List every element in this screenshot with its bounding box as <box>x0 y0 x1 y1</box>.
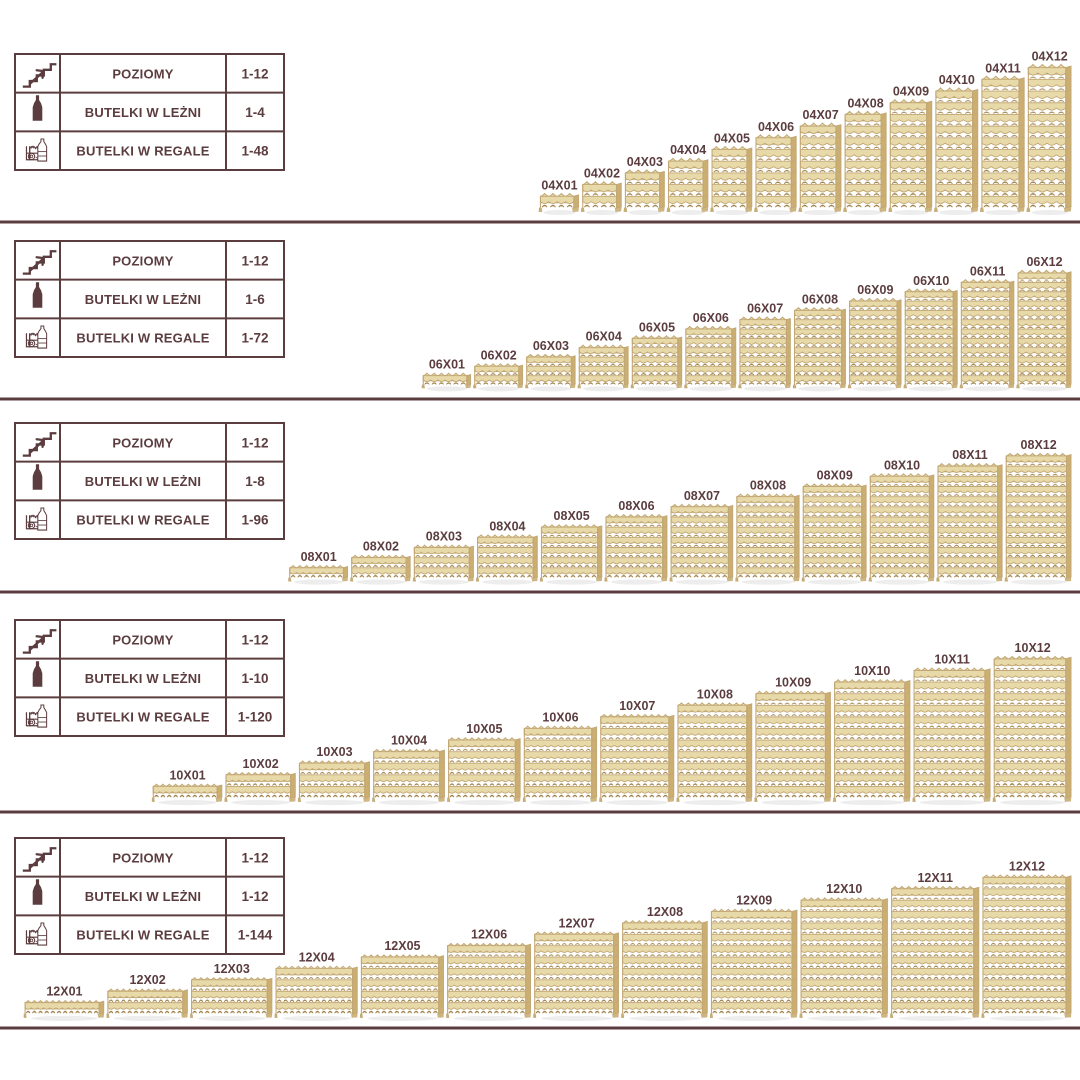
svg-text:12X07: 12X07 <box>559 916 595 930</box>
svg-text:10X12: 10X12 <box>1015 641 1051 655</box>
svg-text:04X07: 04X07 <box>803 108 839 122</box>
svg-text:04X09: 04X09 <box>893 85 929 99</box>
svg-text:04X08: 04X08 <box>848 96 884 110</box>
svg-text:06X02: 06X02 <box>481 348 517 362</box>
svg-text:08X06: 08X06 <box>618 499 654 513</box>
svg-text:POZIOMY: POZIOMY <box>112 632 173 647</box>
svg-text:08X09: 08X09 <box>817 468 853 482</box>
svg-text:1-8: 1-8 <box>245 474 265 489</box>
svg-text:BUTELKI W REGALE: BUTELKI W REGALE <box>76 144 209 159</box>
svg-text:BUTELKI W LEŻNI: BUTELKI W LEŻNI <box>85 292 201 307</box>
svg-text:POZIOMY: POZIOMY <box>112 253 173 268</box>
svg-text:1-12: 1-12 <box>241 850 268 865</box>
svg-text:08X08: 08X08 <box>750 479 786 493</box>
svg-text:1-144: 1-144 <box>238 928 273 943</box>
svg-text:BUTELKI W REGALE: BUTELKI W REGALE <box>76 513 209 528</box>
svg-text:12X05: 12X05 <box>384 939 420 953</box>
svg-text:08X12: 08X12 <box>1021 438 1057 452</box>
svg-text:1-96: 1-96 <box>241 513 269 528</box>
svg-text:10X01: 10X01 <box>169 768 205 782</box>
svg-text:BUTELKI W LEŻNI: BUTELKI W LEŻNI <box>85 105 201 120</box>
svg-text:12X06: 12X06 <box>471 928 507 942</box>
svg-text:12X01: 12X01 <box>46 985 82 999</box>
svg-text:06X10: 06X10 <box>913 274 949 288</box>
svg-text:1-72: 1-72 <box>241 331 268 346</box>
svg-text:BUTELKI W LEŻNI: BUTELKI W LEŻNI <box>85 889 201 904</box>
svg-text:BUTELKI W LEŻNI: BUTELKI W LEŻNI <box>85 474 201 489</box>
svg-text:12X11: 12X11 <box>917 871 953 885</box>
svg-text:04X03: 04X03 <box>627 155 663 169</box>
svg-text:06X12: 06X12 <box>1026 255 1062 269</box>
svg-text:1-12: 1-12 <box>241 632 268 647</box>
svg-text:04X11: 04X11 <box>985 61 1021 75</box>
svg-text:10X02: 10X02 <box>243 757 279 771</box>
svg-text:10X05: 10X05 <box>466 722 502 736</box>
svg-text:1-120: 1-120 <box>238 710 273 725</box>
svg-text:06X07: 06X07 <box>747 302 783 316</box>
svg-text:10X09: 10X09 <box>775 676 811 690</box>
svg-text:08X10: 08X10 <box>884 458 920 472</box>
svg-text:BUTELKI W REGALE: BUTELKI W REGALE <box>76 710 209 725</box>
svg-text:04X06: 04X06 <box>758 120 794 134</box>
svg-text:06X09: 06X09 <box>857 283 893 297</box>
svg-text:10X07: 10X07 <box>619 699 655 713</box>
svg-text:08X04: 08X04 <box>489 519 525 533</box>
svg-text:08X03: 08X03 <box>426 529 462 543</box>
svg-text:04X10: 04X10 <box>939 73 975 87</box>
svg-text:1-48: 1-48 <box>241 144 269 159</box>
svg-text:08X02: 08X02 <box>363 540 399 554</box>
svg-text:06X03: 06X03 <box>533 339 569 353</box>
svg-text:POZIOMY: POZIOMY <box>112 850 173 865</box>
svg-text:12X03: 12X03 <box>214 962 250 976</box>
svg-text:BUTELKI W REGALE: BUTELKI W REGALE <box>76 928 209 943</box>
svg-text:10X04: 10X04 <box>391 734 427 748</box>
svg-text:08X05: 08X05 <box>554 509 590 523</box>
svg-text:06X04: 06X04 <box>586 330 622 344</box>
svg-text:1-12: 1-12 <box>241 253 268 268</box>
svg-text:04X04: 04X04 <box>670 143 706 157</box>
svg-text:POZIOMY: POZIOMY <box>112 66 173 81</box>
svg-text:1-10: 1-10 <box>241 671 268 686</box>
svg-text:10X03: 10X03 <box>316 745 352 759</box>
svg-text:12X12: 12X12 <box>1009 859 1045 873</box>
svg-text:1-12: 1-12 <box>241 66 268 81</box>
svg-text:06X05: 06X05 <box>639 320 675 334</box>
svg-text:08X01: 08X01 <box>301 550 337 564</box>
svg-text:12X02: 12X02 <box>130 973 166 987</box>
svg-text:1-12: 1-12 <box>241 889 268 904</box>
svg-text:10X06: 10X06 <box>542 710 578 724</box>
svg-text:10X08: 10X08 <box>697 687 733 701</box>
svg-text:06X01: 06X01 <box>429 358 465 372</box>
svg-text:POZIOMY: POZIOMY <box>112 435 173 450</box>
svg-text:04X12: 04X12 <box>1032 50 1068 64</box>
svg-text:06X06: 06X06 <box>693 311 729 325</box>
svg-text:1-4: 1-4 <box>245 105 265 120</box>
svg-text:1-6: 1-6 <box>245 292 265 307</box>
svg-text:12X09: 12X09 <box>736 894 772 908</box>
svg-text:06X11: 06X11 <box>970 264 1006 278</box>
svg-text:04X01: 04X01 <box>541 178 577 192</box>
svg-text:12X04: 12X04 <box>299 950 335 964</box>
svg-text:1-12: 1-12 <box>241 435 268 450</box>
svg-text:12X10: 12X10 <box>826 882 862 896</box>
svg-text:BUTELKI W REGALE: BUTELKI W REGALE <box>76 331 209 346</box>
svg-text:06X08: 06X08 <box>802 292 838 306</box>
svg-text:10X10: 10X10 <box>854 664 890 678</box>
svg-text:04X02: 04X02 <box>584 167 620 181</box>
svg-text:10X11: 10X11 <box>934 653 970 667</box>
svg-text:BUTELKI W LEŻNI: BUTELKI W LEŻNI <box>85 671 201 686</box>
svg-text:12X08: 12X08 <box>647 905 683 919</box>
svg-text:08X11: 08X11 <box>952 448 988 462</box>
svg-text:08X07: 08X07 <box>684 489 720 503</box>
svg-text:04X05: 04X05 <box>714 132 750 146</box>
